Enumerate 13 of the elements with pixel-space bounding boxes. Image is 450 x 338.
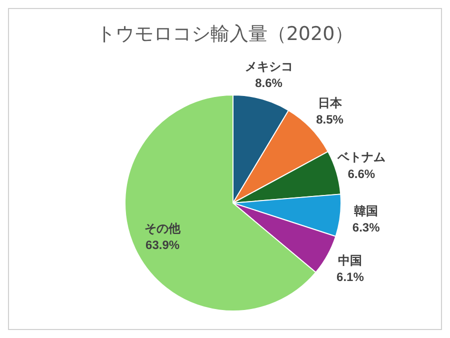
data-label: 6.1%	[336, 270, 364, 284]
slice-label: 日本	[318, 96, 343, 110]
data-label: 8.6%	[255, 76, 283, 90]
slice-label: 中国	[338, 253, 362, 268]
data-label: 6.6%	[348, 167, 376, 182]
data-label: 63.9%	[146, 238, 180, 252]
slice-label: ベトナム	[336, 150, 386, 164]
slice-label: その他	[144, 221, 182, 236]
slice-label: 韓国	[354, 204, 378, 218]
data-label: 8.5%	[316, 112, 344, 127]
data-label: 6.3%	[352, 220, 380, 235]
slice-label: メキシコ	[244, 59, 293, 74]
chart-title: トウモロコシ輸入量（2020）	[96, 23, 354, 45]
